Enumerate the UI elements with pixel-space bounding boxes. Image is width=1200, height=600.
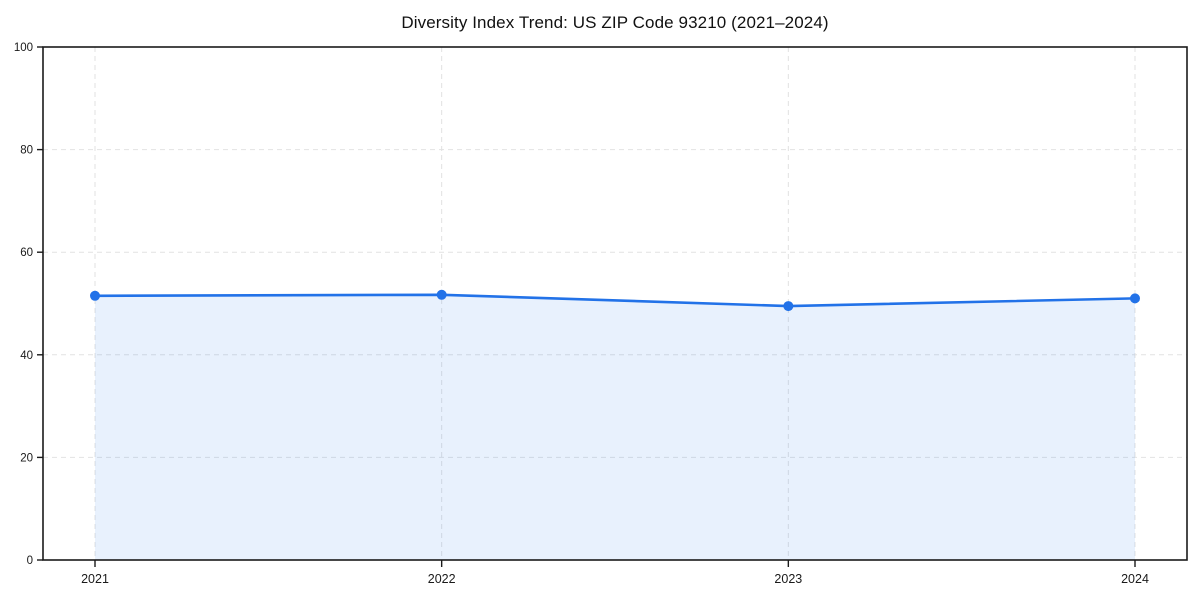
x-tick-label-2021: 2021	[81, 572, 109, 586]
x-tick-label-2024: 2024	[1121, 572, 1149, 586]
plot-frame	[42, 46, 1188, 561]
plot-area-background	[43, 47, 1187, 560]
data-point-2021	[90, 290, 100, 301]
y-tick-label-100: 100	[14, 42, 33, 54]
y-tick-label-80: 80	[20, 145, 33, 157]
trend-line	[93, 293, 1137, 308]
y-tick-label-60: 60	[20, 247, 33, 259]
data-point-2023	[783, 301, 794, 312]
data-point-2024	[1130, 293, 1140, 304]
x-tick-label-2022: 2022	[428, 572, 456, 586]
x-tick-label-2023: 2023	[774, 572, 802, 586]
y-tick-label-40: 40	[20, 350, 33, 362]
data-point-2022	[436, 289, 447, 300]
y-tick-label-0: 0	[27, 555, 33, 567]
y-tick-label-20: 20	[20, 452, 33, 464]
chart-title: Diversity Index Trend: US ZIP Code 93210…	[401, 13, 829, 32]
trend-area-fill	[95, 294, 1135, 560]
